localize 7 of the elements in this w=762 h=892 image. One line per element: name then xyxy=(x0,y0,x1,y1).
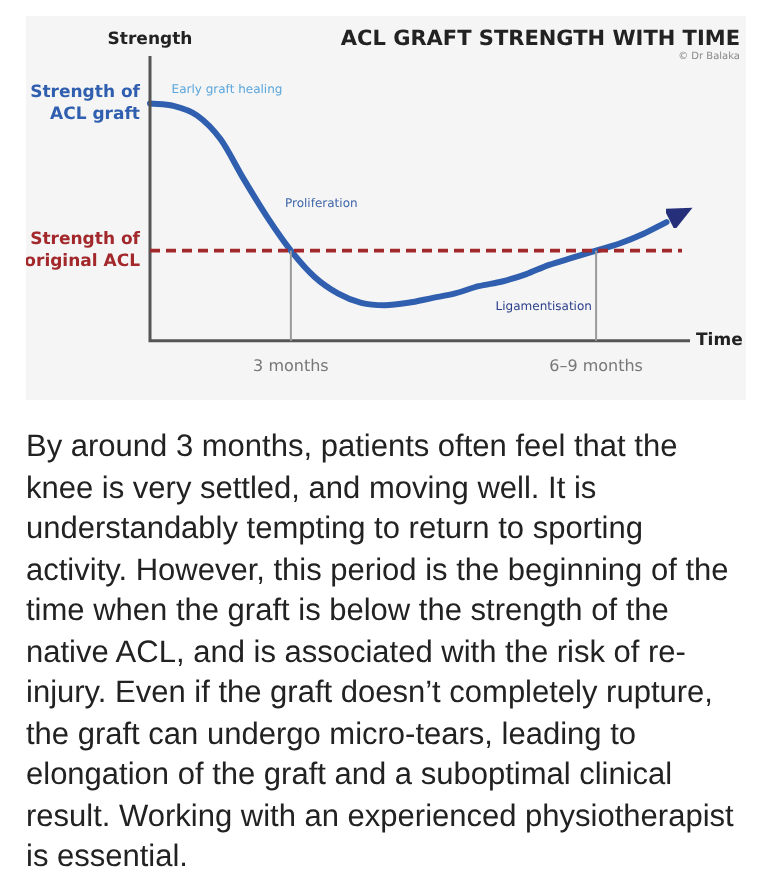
y-axis-title: Strength xyxy=(107,30,193,51)
x-tick-label: 3 months xyxy=(253,356,329,375)
x-axis-title: Time xyxy=(696,331,744,352)
chart-title: ACL GRAFT STRENGTH WITH TIME xyxy=(340,27,740,52)
text: By around 3 months, patients often feel that the knee is very settled, and moving well. It is understandably tempting to return to sporting activity. However, this period is the beginning of the time when the graft is below the strength of the native ACL, and is associated with the risk of re-injury. Even if the graft doesn’t completely rupture, the graft can undergo micro-tears, leading to elongation of the graft and a suboptimal clinical result. Working with an experienced physiotherapist is essential. xyxy=(26,430,734,874)
text: Strength of ACL graft xyxy=(30,82,141,125)
x-tick-label: 6–9 months xyxy=(549,356,643,375)
